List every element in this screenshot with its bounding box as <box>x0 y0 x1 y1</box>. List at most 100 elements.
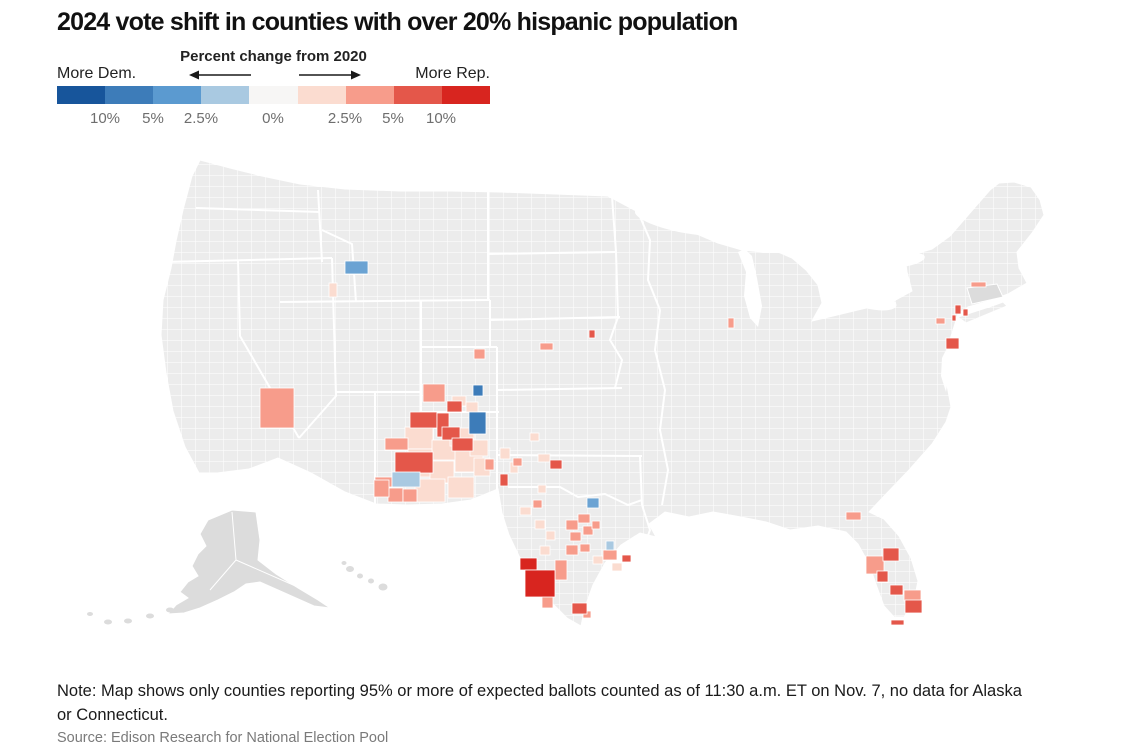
legend-swatch <box>249 86 298 104</box>
legend-swatch <box>297 86 346 104</box>
county-r2 <box>409 411 438 429</box>
legend-swatch <box>393 86 442 104</box>
county-r0 <box>592 555 604 565</box>
legend-tick-label: 5% <box>382 110 404 127</box>
county-r1 <box>727 317 735 329</box>
county-r0 <box>537 484 547 494</box>
county-r2 <box>890 619 905 626</box>
legend-tick-label: 2.5% <box>183 110 219 127</box>
page-title: 2024 vote shift in counties with over 20… <box>57 8 738 36</box>
county-r2 <box>876 570 889 583</box>
county-r2 <box>951 314 957 322</box>
county-r3 <box>519 557 538 571</box>
county-r1 <box>970 281 987 288</box>
county-r2 <box>962 308 969 317</box>
county-r2 <box>621 554 632 563</box>
legend-swatch <box>153 86 202 104</box>
county-r0 <box>545 530 556 541</box>
county-r1 <box>565 544 579 556</box>
legend-tick-labels: 10% 5% 2.5% 0% 2.5% 5% 10% <box>57 110 490 128</box>
arrow-right-icon <box>299 70 361 80</box>
county-r0 <box>534 519 546 530</box>
county-r1 <box>473 348 486 360</box>
legend-tick-label: 2.5% <box>327 110 363 127</box>
source: Source: Edison Research for National Ele… <box>57 730 389 746</box>
long-island <box>956 301 1008 324</box>
county-r1 <box>591 520 601 530</box>
us-outline <box>160 159 1045 627</box>
county-d0 <box>391 471 421 488</box>
county-r0 <box>539 545 551 556</box>
county-r1 <box>402 488 418 503</box>
county-r2 <box>588 329 596 339</box>
county-r1 <box>512 457 523 467</box>
county-r1 <box>532 499 543 509</box>
legend-tick-label: 10% <box>89 110 121 127</box>
county-r1 <box>539 342 554 351</box>
county-r2 <box>571 602 588 615</box>
connecticut-no-data <box>966 283 1004 305</box>
legend-label-more-rep: More Rep. <box>415 65 490 82</box>
legend-tick-label: 0% <box>262 110 284 127</box>
county-r1 <box>422 383 446 403</box>
legend-swatch <box>105 86 154 104</box>
county-r0 <box>529 432 540 442</box>
county-r1 <box>484 458 495 471</box>
great-lakes <box>634 206 949 392</box>
county-r1 <box>935 317 946 325</box>
county-r2 <box>904 599 923 614</box>
county-r1 <box>865 555 885 575</box>
county-r0 <box>404 426 434 450</box>
county-r1 <box>602 549 618 561</box>
county-r1 <box>582 525 594 536</box>
note: Note: Map shows only counties reporting … <box>57 682 1022 724</box>
county-r1 <box>579 543 591 553</box>
county-d0 <box>605 540 615 551</box>
legend-swatch <box>441 86 490 104</box>
county-r0 <box>537 453 551 463</box>
county-r1 <box>259 387 295 429</box>
county-r1 <box>373 479 390 498</box>
county-r2 <box>394 451 434 474</box>
county-r1 <box>903 589 922 602</box>
county-r0 <box>519 506 532 516</box>
county-r2 <box>954 304 962 315</box>
county-r1 <box>577 513 591 524</box>
legend-color-scale <box>57 86 490 104</box>
county-d1 <box>344 260 369 275</box>
county-r0 <box>447 476 475 499</box>
arrow-left-icon <box>189 70 251 80</box>
county-r2 <box>945 337 960 350</box>
county-r0 <box>499 447 511 460</box>
legend-labels: More Dem. More Rep. <box>57 65 490 85</box>
county-r2 <box>549 459 563 470</box>
legend-swatch <box>345 86 394 104</box>
mainland <box>160 159 1045 627</box>
county-r0 <box>465 401 479 413</box>
state-borders <box>162 189 669 553</box>
county-r1 <box>554 559 568 581</box>
legend-tick-label: 5% <box>142 110 164 127</box>
county-r3 <box>524 569 556 598</box>
county-r1 <box>565 519 579 531</box>
county-d2 <box>468 411 487 435</box>
county-r2 <box>882 547 900 562</box>
county-r0 <box>611 562 623 572</box>
counties-layer <box>259 260 987 626</box>
county-r2 <box>889 584 904 596</box>
county-r1 <box>845 511 862 521</box>
county-d1 <box>586 497 600 509</box>
legend-swatch <box>201 86 250 104</box>
hawaii <box>341 561 388 591</box>
county-r2 <box>499 473 509 487</box>
county-r1 <box>569 531 582 542</box>
legend-swatch <box>57 86 106 104</box>
legend-tick-label: 10% <box>425 110 457 127</box>
county-r1 <box>384 437 409 451</box>
county-r2 <box>446 400 463 413</box>
county-r0 <box>328 282 338 298</box>
alaska <box>87 509 331 625</box>
county-r1 <box>387 487 404 503</box>
